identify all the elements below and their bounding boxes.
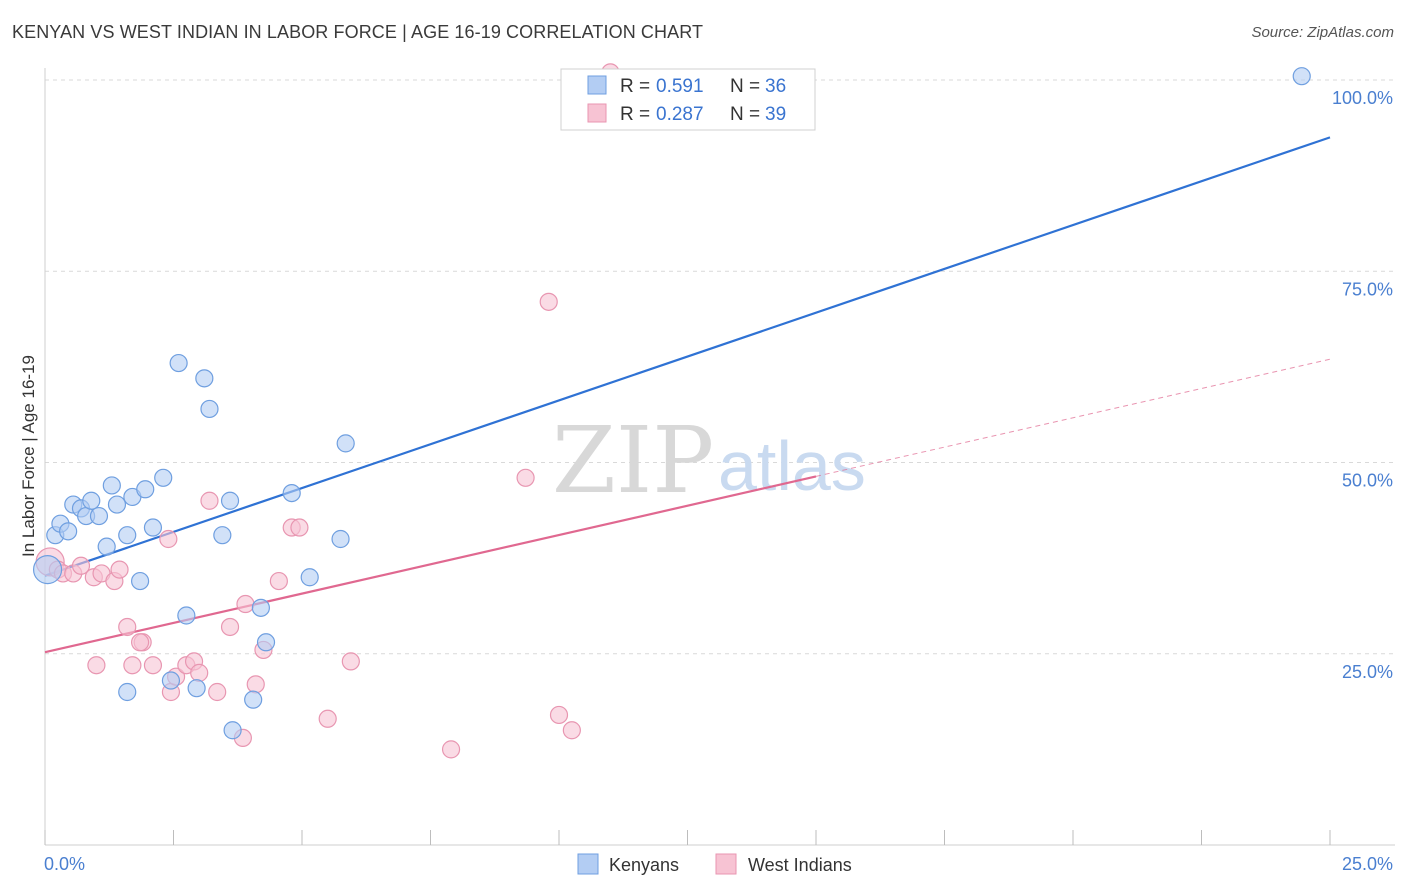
point-kenyans-29 bbox=[256, 633, 276, 652]
point-west_indians-30 bbox=[290, 518, 309, 537]
x-tick-label: 25.0% bbox=[1342, 854, 1393, 874]
point-kenyans-24 bbox=[213, 526, 232, 545]
point-west_indians-33 bbox=[441, 740, 461, 759]
watermark: ZIP atlas bbox=[552, 407, 866, 514]
x-tick-labels: 0.0% 25.0% bbox=[44, 854, 1393, 874]
bottom-legend: Kenyans West Indians bbox=[577, 853, 852, 875]
point-west_indians-20 bbox=[190, 663, 209, 682]
point-west_indians-34 bbox=[516, 468, 535, 487]
point-kenyans-30 bbox=[282, 484, 301, 503]
point-kenyans-20 bbox=[161, 671, 181, 690]
point-kenyans-22 bbox=[195, 369, 214, 388]
point-kenyans-10 bbox=[102, 476, 121, 495]
y-tick-label: 100.0% bbox=[1332, 88, 1393, 108]
point-west_indians-6 bbox=[87, 656, 106, 675]
x-tick-label: 0.0% bbox=[44, 854, 85, 874]
point-kenyans-34 bbox=[1292, 67, 1311, 86]
trend-line-extension-west_indians bbox=[815, 358, 1331, 477]
legend-r-label: R = bbox=[620, 104, 650, 125]
point-kenyans-12 bbox=[118, 526, 137, 545]
trend-lines bbox=[44, 136, 1331, 654]
point-west_indians-21 bbox=[200, 491, 219, 510]
point-kenyans-14 bbox=[130, 571, 150, 591]
point-west_indians-11 bbox=[123, 656, 142, 675]
legend-r-value: 0.287 bbox=[656, 104, 704, 125]
legend-swatch-west-indians bbox=[587, 103, 607, 123]
point-west_indians-26 bbox=[246, 675, 265, 694]
point-kenyans-18 bbox=[169, 353, 188, 373]
y-axis-label: In Labor Force | Age 16-19 bbox=[19, 355, 38, 557]
point-kenyans-3 bbox=[59, 522, 78, 541]
point-west_indians-10 bbox=[118, 617, 137, 637]
source-label: Source: ZipAtlas.com bbox=[1251, 24, 1394, 41]
point-west_indians-28 bbox=[269, 571, 288, 591]
point-west_indians-22 bbox=[208, 682, 227, 702]
point-kenyans-17 bbox=[154, 468, 173, 487]
point-kenyans-9 bbox=[97, 537, 116, 556]
point-kenyans-11 bbox=[107, 495, 127, 514]
point-west_indians-15 bbox=[159, 529, 178, 549]
grid-lines bbox=[45, 79, 1395, 655]
point-kenyans-27 bbox=[244, 690, 263, 709]
point-west_indians-25 bbox=[236, 594, 255, 614]
point-kenyans-7 bbox=[82, 491, 101, 510]
legend-r-label: R = bbox=[620, 76, 650, 97]
point-kenyans-0 bbox=[32, 554, 63, 585]
point-west_indians-31 bbox=[318, 709, 337, 728]
point-kenyans-15 bbox=[136, 480, 155, 499]
point-west_indians-14 bbox=[143, 656, 163, 675]
point-west_indians-4 bbox=[71, 556, 91, 575]
bottom-legend-swatch-kenyans bbox=[577, 853, 599, 875]
point-kenyans-31 bbox=[300, 568, 319, 587]
point-kenyans-26 bbox=[223, 721, 242, 740]
legend-n-label: N = bbox=[730, 76, 760, 97]
axes bbox=[44, 68, 1395, 846]
point-kenyans-19 bbox=[177, 606, 196, 625]
point-west_indians-23 bbox=[220, 617, 240, 637]
point-west_indians-37 bbox=[562, 721, 581, 740]
point-west_indians-36 bbox=[549, 705, 569, 725]
point-kenyans-33 bbox=[336, 434, 355, 453]
point-kenyans-35 bbox=[118, 682, 137, 702]
point-kenyans-8 bbox=[89, 506, 109, 526]
point-west_indians-9 bbox=[110, 560, 129, 579]
top-legend: R = 0.591 N = 36 R = 0.287 N = 39 bbox=[560, 68, 816, 131]
y-tick-labels: 25.0% 50.0% 75.0% 100.0% bbox=[1332, 88, 1393, 682]
legend-n-label: N = bbox=[730, 104, 760, 125]
watermark-atlas: atlas bbox=[718, 427, 866, 505]
point-west_indians-32 bbox=[341, 652, 360, 671]
legend-n-value: 39 bbox=[765, 104, 786, 125]
point-kenyans-28 bbox=[251, 598, 270, 617]
bottom-legend-west-indians: West Indians bbox=[748, 855, 852, 875]
bottom-legend-swatch-west-indians bbox=[715, 853, 737, 875]
legend-r-value: 0.591 bbox=[656, 76, 704, 97]
point-kenyans-32 bbox=[331, 529, 350, 549]
point-kenyans-16 bbox=[143, 518, 163, 537]
watermark-zip: ZIP bbox=[552, 407, 714, 514]
point-west_indians-35 bbox=[539, 292, 558, 311]
trend-line-kenyans bbox=[44, 136, 1331, 577]
y-tick-label: 75.0% bbox=[1342, 279, 1393, 299]
y-tick-label: 25.0% bbox=[1342, 662, 1393, 682]
point-kenyans-21 bbox=[187, 679, 206, 698]
point-kenyans-23 bbox=[200, 399, 219, 419]
chart-title: KENYAN VS WEST INDIAN IN LABOR FORCE | A… bbox=[12, 22, 704, 42]
bottom-legend-kenyans: Kenyans bbox=[609, 855, 679, 875]
point-west_indians-13 bbox=[130, 633, 150, 652]
point-kenyans-25 bbox=[220, 491, 240, 510]
legend-n-value: 36 bbox=[765, 76, 786, 97]
trend-line-west_indians bbox=[44, 475, 817, 654]
y-tick-label: 50.0% bbox=[1342, 471, 1393, 491]
legend-swatch-kenyans bbox=[587, 75, 607, 95]
scatter-points bbox=[32, 63, 1311, 759]
